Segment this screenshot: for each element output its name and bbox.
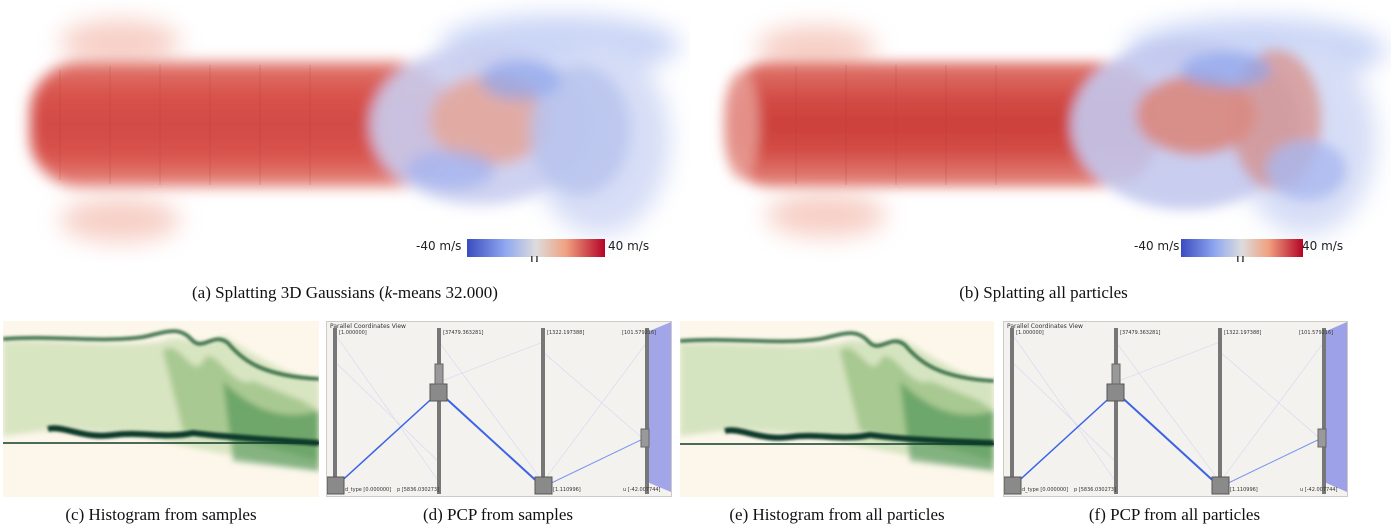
pcp-all: Parallel Coordinates View [1.000000] [37… xyxy=(1003,321,1348,497)
pcp-samples: Parallel Coordinates View [1.000000] [37… xyxy=(326,321,672,497)
render-splat-gaussians: -40 m/s 40 m/s u xyxy=(0,0,690,262)
pcp-samples-top-tick-2: [37479.363281] xyxy=(443,330,484,336)
histogram-all-plot xyxy=(680,331,994,471)
histogram-samples xyxy=(3,321,319,497)
histogram-samples-plot xyxy=(3,329,319,471)
colorbar-b xyxy=(1181,239,1303,257)
render-splat-all: -40 m/s 40 m/s u xyxy=(696,0,1391,262)
pcp-all-top-tick-2: [37479.363281] xyxy=(1120,330,1161,336)
caption-a-italic: k xyxy=(384,283,393,302)
caption-f: (f) PCP from all particles xyxy=(1088,505,1261,524)
caption-e: (e) Histogram from all particles xyxy=(729,505,945,524)
pcp-samples-plot xyxy=(327,322,671,495)
pcp-samples-bottom-tick-3: [1.110996] xyxy=(553,487,581,493)
pcp-all-plot xyxy=(1004,322,1347,495)
caption-a-suffix: -means 32.000) xyxy=(392,283,498,302)
caption-a: (a) Splatting 3D Gaussians (k-means 32.0… xyxy=(0,283,690,303)
pcp-all-bottom-tick-4: u [-42.007744] xyxy=(1300,487,1338,493)
pcp-all-bottom-tick-2: p [5836.030273] xyxy=(1074,487,1117,493)
colorbar-b-min-label: -40 m/s xyxy=(1134,239,1180,253)
volume-render-a xyxy=(30,15,680,242)
pcp-samples-top-tick-1: [1.000000] xyxy=(339,330,367,336)
pcp-samples-bottom-tick-4: u [-42.007744] xyxy=(623,487,661,493)
caption-c: (c) Histogram from samples xyxy=(65,505,257,524)
colorbar-a-min-label: -40 m/s xyxy=(416,239,462,253)
colorbar-a-max-label: 40 m/s xyxy=(608,239,650,253)
histogram-all xyxy=(680,321,994,497)
volume-render-b xyxy=(723,18,1386,237)
pcp-samples-bottom-tick-2: p [5836.030273] xyxy=(397,487,440,493)
colorbar-a-axis-label: u xyxy=(530,252,539,262)
pcp-all-title: Parallel Coordinates View xyxy=(1007,323,1083,330)
pcp-all-bottom-tick-1: d_type [0.000000] xyxy=(1022,487,1069,493)
colorbar-a xyxy=(467,239,605,257)
pcp-samples-bottom-tick-1: d_type [0.000000] xyxy=(345,487,392,493)
pcp-samples-top-tick-4: [101.579216] xyxy=(622,330,657,336)
pcp-all-top-tick-1: [1.000000] xyxy=(1016,330,1044,336)
caption-a-prefix: (a) Splatting 3D Gaussians ( xyxy=(192,283,385,302)
pcp-all-top-tick-4: [101.579216] xyxy=(1299,330,1334,336)
caption-d: (d) PCP from samples xyxy=(422,505,573,524)
colorbar-b-max-label: 40 m/s xyxy=(1302,239,1344,253)
pcp-samples-title: Parallel Coordinates View xyxy=(330,323,406,330)
pcp-all-top-tick-3: [1322.197388] xyxy=(1224,330,1262,336)
caption-b: (b) Splatting all particles xyxy=(959,283,1128,302)
colorbar-b-axis-label: u xyxy=(1236,252,1245,262)
pcp-all-bottom-tick-3: [1.110996] xyxy=(1230,487,1258,493)
pcp-samples-top-tick-3: [1322.197388] xyxy=(547,330,585,336)
